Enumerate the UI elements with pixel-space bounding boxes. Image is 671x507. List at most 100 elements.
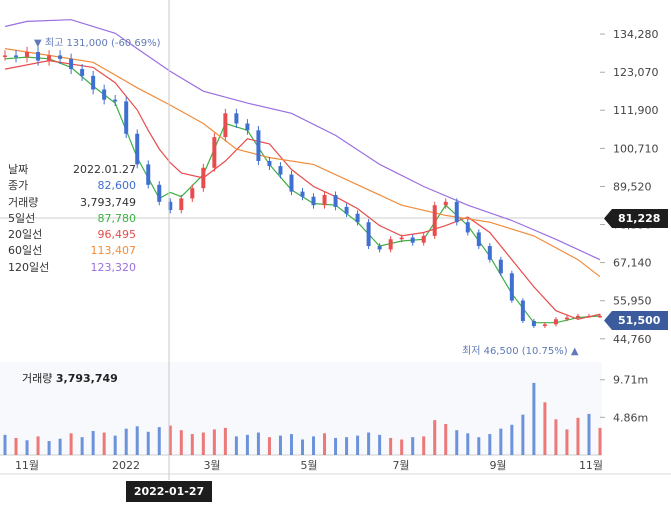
volume-bar	[466, 433, 470, 455]
ma-line-20일선	[4, 59, 601, 320]
info-label: 120일선	[8, 260, 50, 274]
candle	[212, 137, 217, 168]
volume-title-label: 거래량	[22, 372, 53, 385]
candle	[586, 315, 591, 318]
volume-bar	[488, 434, 492, 455]
y-tick-label: 123,070	[613, 66, 659, 79]
candle	[289, 174, 294, 192]
candle	[377, 246, 382, 250]
x-tick-label: 11월	[15, 459, 39, 472]
volume-bar	[212, 429, 216, 455]
peak-price-label: ▼ 최고 131,000 (-60.69%)	[34, 38, 161, 49]
candle	[311, 196, 316, 206]
candle	[267, 160, 272, 167]
candle	[179, 198, 184, 210]
volume-bar	[289, 434, 293, 455]
y-tick-label: 67,140	[613, 257, 652, 270]
candle	[168, 201, 173, 210]
volume-bar	[345, 437, 349, 455]
candle	[542, 324, 547, 327]
info-value: 82,600	[97, 179, 137, 193]
candle	[487, 246, 492, 260]
candle	[520, 300, 525, 321]
volume-bar	[3, 434, 7, 455]
y-tick-label: 44,760	[613, 333, 652, 346]
volume-bar	[587, 413, 591, 455]
candle	[344, 206, 349, 214]
candle	[223, 113, 228, 138]
y-tick-label: 9.71m	[613, 374, 648, 387]
volume-bar	[400, 439, 404, 455]
x-tick-label: 7월	[392, 459, 409, 472]
volume-bar	[69, 433, 73, 455]
candle	[443, 201, 448, 206]
info-label: 20일선	[8, 228, 43, 242]
volume-bar	[179, 430, 183, 455]
candle	[135, 133, 140, 165]
candle	[14, 55, 19, 58]
volume-bar	[554, 419, 558, 455]
candle	[366, 222, 371, 247]
volume-bar	[422, 436, 426, 455]
x-tick-label: 9월	[489, 459, 506, 472]
volume-bar	[433, 420, 437, 455]
candle	[124, 101, 129, 134]
volume-bar	[598, 427, 602, 455]
x-tick-label: 2022	[112, 459, 140, 472]
x-tick-label: 11월	[579, 459, 603, 472]
info-panel: 날짜 2022.01.27 종가 82,600 거래량 3,793,749 5일선 87…	[8, 162, 136, 276]
volume-bar	[521, 414, 525, 455]
candle	[25, 52, 30, 58]
volume-bar	[135, 426, 139, 455]
volume-bar	[356, 435, 360, 455]
candle	[399, 237, 404, 240]
candle	[256, 130, 261, 161]
info-row-ma120: 120일선 123,320	[8, 260, 136, 276]
candle	[47, 55, 52, 61]
volume-bar	[576, 417, 580, 455]
info-label: 날짜	[8, 163, 29, 176]
volume-bar	[124, 428, 128, 455]
y-tick-label: 89,520	[613, 180, 652, 193]
volume-bar	[113, 435, 117, 455]
candle	[498, 259, 503, 274]
candle	[91, 75, 96, 90]
volume-bar	[312, 436, 316, 455]
candle	[465, 222, 470, 233]
volume-bar	[565, 429, 569, 455]
volume-bar	[367, 432, 371, 455]
volume-bar	[223, 427, 227, 455]
ma-line-120일선	[4, 19, 601, 261]
candle	[300, 191, 305, 197]
candle	[388, 239, 393, 250]
candle	[322, 195, 327, 206]
info-value: 96,495	[97, 228, 137, 242]
ma-line-60일선	[4, 48, 601, 278]
close-price-tag: 51,500	[604, 311, 669, 330]
volume-layer	[3, 382, 602, 455]
volume-bar	[323, 433, 327, 455]
last-price-tag: 81,228	[604, 209, 669, 228]
volume-title-value: 3,793,749	[55, 372, 118, 385]
candlestick-layer	[3, 46, 602, 329]
candle	[575, 315, 580, 318]
candle	[432, 205, 437, 236]
y-tick-label: 55,950	[613, 295, 652, 308]
volume-bar	[510, 424, 514, 455]
info-row-ma5: 5일선 87,780	[8, 211, 136, 227]
candle	[58, 55, 63, 59]
axis-layer: 134,280123,070111,900100,71089,52078,330…	[0, 28, 671, 475]
volume-bar	[190, 434, 194, 455]
volume-bar	[234, 436, 238, 455]
info-value: 2022.01.27	[73, 163, 136, 176]
info-value: 123,320	[90, 260, 137, 274]
candle	[333, 195, 338, 207]
candle	[553, 319, 558, 325]
volume-bar	[245, 434, 249, 455]
volume-bar	[201, 432, 205, 455]
volume-bar	[378, 434, 382, 455]
volume-bar	[146, 431, 150, 455]
candle	[278, 166, 283, 175]
info-value: 87,780	[97, 211, 137, 225]
